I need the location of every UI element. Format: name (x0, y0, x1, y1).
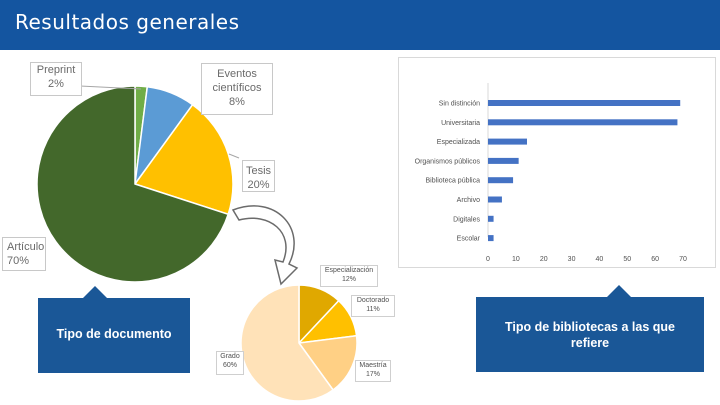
bar-2 (488, 138, 527, 145)
bar-4 (488, 177, 514, 184)
pie-label-preprint: Preprint 2% (30, 62, 82, 96)
bar-7 (488, 235, 494, 242)
leader-line-2 (228, 153, 240, 159)
curved-arrow-icon (231, 205, 299, 286)
leader-line-0 (79, 85, 142, 90)
category-label-3: Organismos públicos (415, 158, 481, 165)
callout-pointer (82, 286, 108, 299)
document-type-callout-text: Tipo de documento (56, 327, 172, 341)
library-type-bar-panel: Sin distinción Universitaria Especializada… (398, 57, 716, 268)
thesis-type-pie-chart (240, 284, 358, 402)
category-label-7: Escolar (457, 236, 481, 243)
pie-label-name: Artículo (7, 241, 45, 253)
bar-1 (488, 119, 678, 126)
x-tick-3: 30 (568, 256, 576, 263)
document-type-callout: Tipo de documento (38, 286, 190, 373)
pie-label-tesis: Tesis 20% (242, 160, 275, 192)
pie-label-doctorado: Doctorado 11% (351, 295, 395, 317)
pie-label-especializacion: Especialización 12% (320, 265, 378, 287)
page-title: Resultados generales (15, 10, 240, 34)
document-pie-slice-3 (36, 85, 230, 283)
pie-label-pct: 11% (366, 306, 380, 313)
bar-5 (488, 196, 502, 203)
library-type-callout-text: Tipo de bibliotecas a las que refiere (505, 320, 675, 350)
category-label-2: Especializada (437, 139, 480, 146)
x-tick-6: 60 (651, 256, 659, 263)
library-type-bar-chart: Sin distinción Universitaria Especializada… (415, 83, 687, 263)
document-type-pie-chart (36, 85, 240, 283)
pie-label-pct: 8% (229, 96, 245, 108)
library-type-callout: Tipo de bibliotecas a las que refiere (476, 285, 704, 372)
pie-label-maestria: Maestría 17% (355, 360, 391, 382)
pie-label-name: Preprint (36, 64, 76, 76)
document-pie-slice-2 (133, 103, 234, 216)
category-label-6: Digitales (453, 216, 480, 223)
category-label-4: Biblioteca pública (426, 178, 481, 185)
pie-label-articulo: Artículo 70% (2, 237, 46, 271)
callout-pointer (606, 285, 632, 298)
pie-label-name: Especialización (324, 267, 374, 274)
header-bar: Resultados generales (0, 0, 720, 50)
pie-label-name: Grado (220, 353, 240, 360)
x-tick-0: 0 (486, 256, 490, 263)
category-label-5: Archivo (457, 197, 480, 204)
pie-label-pct: 17% (365, 371, 380, 378)
pie-label-grado: Grado 60% (216, 351, 244, 375)
category-label-1: Universitaria (441, 120, 480, 127)
bar-6 (488, 215, 494, 222)
bar-3 (488, 157, 519, 164)
bar-0 (488, 100, 681, 106)
pie-label-name: Doctorado (356, 297, 390, 304)
pie-label-pct: 20% (247, 179, 270, 191)
pie-label-name: Eventos científicos (212, 68, 262, 94)
pie-label-pct: 2% (48, 78, 64, 90)
pie-label-eventos: Eventos científicos 8% (201, 63, 273, 115)
x-tick-4: 40 (596, 256, 604, 263)
x-tick-7: 70 (679, 256, 687, 263)
x-tick-1: 10 (512, 256, 520, 263)
pie-label-pct: 12% (341, 276, 356, 283)
pie-label-name: Maestría (359, 362, 387, 369)
x-tick-2: 20 (540, 256, 548, 263)
thesis-pie-slice-2 (297, 334, 358, 391)
pie-label-pct: 70% (7, 255, 30, 267)
pie-label-pct: 60% (222, 362, 237, 369)
category-label-0: Sin distinción (439, 101, 480, 108)
pie-label-name: Tesis (245, 165, 272, 177)
x-tick-5: 50 (623, 256, 631, 263)
